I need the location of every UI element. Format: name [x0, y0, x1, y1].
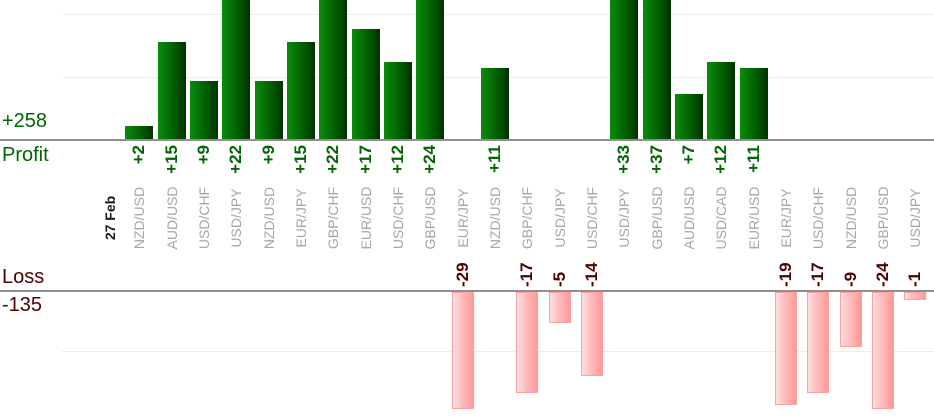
bar-value-label: +9 [258, 145, 278, 165]
bar-value-label: +12 [711, 145, 731, 174]
category-label: USD/JPY [551, 188, 568, 248]
category-label: NZD/USD [260, 186, 277, 250]
category-label: NZD/USD [131, 186, 148, 250]
bar-value-label: +22 [226, 145, 246, 174]
category-label: USD/CAD [713, 186, 730, 250]
profit-bar [125, 126, 154, 139]
category-label: USD/JPY [616, 188, 633, 248]
profit-bar [319, 0, 348, 139]
category-label: NZD/USD [842, 186, 859, 250]
profit-bar [416, 0, 445, 139]
bar-value-label: +15 [161, 145, 181, 174]
loss-total: -135 [2, 294, 43, 316]
profit-bar [739, 68, 768, 139]
bar-value-label: +11 [743, 145, 763, 173]
category-label: EUR/JPY [777, 188, 794, 248]
category-label: AUD/USD [680, 186, 697, 250]
bar-value-label: +7 [678, 145, 698, 165]
category-label: USD/CHF [389, 186, 406, 250]
category-label: USD/JPY [907, 188, 924, 248]
date-label: 27 Feb [102, 195, 118, 241]
profit-bar [286, 42, 315, 139]
loss-bar [774, 292, 797, 405]
category-label: AUD/USD [163, 186, 180, 250]
loss-bar [451, 292, 474, 409]
category-label: USD/CHF [195, 186, 212, 250]
profit-bar [707, 62, 736, 139]
category-label: USD/JPY [228, 188, 245, 248]
bar-value-label: +11 [484, 145, 504, 173]
bar-value-label: -19 [775, 262, 795, 287]
bar-value-label: -5 [549, 271, 569, 287]
loss-bar [904, 292, 927, 300]
loss-bar [548, 292, 571, 323]
category-label: GBP/USD [874, 186, 891, 250]
profit-baseline [0, 139, 934, 141]
bar-value-label: +15 [290, 145, 310, 174]
bar-value-label: -17 [808, 262, 828, 287]
loss-axis-label: Loss [2, 266, 45, 288]
profit-bar [674, 94, 703, 139]
category-label: EUR/USD [745, 186, 762, 250]
profit-total: +258 [2, 110, 48, 132]
loss-bar [580, 292, 603, 376]
category-label: GBP/USD [648, 186, 665, 250]
category-label: GBP/CHF [519, 186, 536, 250]
gridline-profit-20 [62, 14, 934, 15]
profit-bar [383, 62, 412, 139]
bar-value-label: +2 [129, 145, 149, 165]
profit-bar [480, 68, 509, 139]
category-label: USD/CHF [810, 186, 827, 250]
category-label: EUR/JPY [292, 188, 309, 248]
category-label: EUR/JPY [454, 188, 471, 248]
category-label: GBP/CHF [325, 186, 342, 250]
profit-bar [189, 81, 218, 139]
profit-axis-label: Profit [2, 144, 49, 166]
bar-value-label: -9 [840, 271, 860, 287]
bar-value-label: +33 [614, 145, 634, 174]
profit-bar [351, 29, 380, 139]
bar-value-label: +12 [387, 145, 407, 174]
bar-value-label: -29 [452, 262, 472, 287]
bar-value-label: +9 [193, 145, 213, 165]
bar-value-label: +37 [646, 145, 666, 174]
bar-value-label: -1 [905, 271, 925, 287]
loss-bar [839, 292, 862, 347]
loss-baseline [0, 290, 934, 292]
profit-bar [610, 0, 639, 139]
bar-value-label: +22 [323, 145, 343, 174]
bar-value-label: +17 [355, 145, 375, 174]
loss-bar [871, 292, 894, 409]
category-label: EUR/USD [357, 186, 374, 250]
profit-bar [157, 42, 186, 139]
category-label: USD/CHF [583, 186, 600, 250]
profit-bar [222, 0, 251, 139]
loss-bar [807, 292, 830, 393]
profit-bar [254, 81, 283, 139]
category-label: NZD/USD [486, 186, 503, 250]
bar-value-label: -17 [517, 262, 537, 287]
loss-bar [516, 292, 539, 393]
gridline-loss-10 [62, 351, 934, 352]
bar-value-label: -14 [581, 262, 601, 287]
bar-value-label: -24 [872, 262, 892, 287]
bar-value-label: +24 [420, 145, 440, 174]
profit-bar [642, 0, 671, 139]
category-label: GBP/USD [422, 186, 439, 250]
